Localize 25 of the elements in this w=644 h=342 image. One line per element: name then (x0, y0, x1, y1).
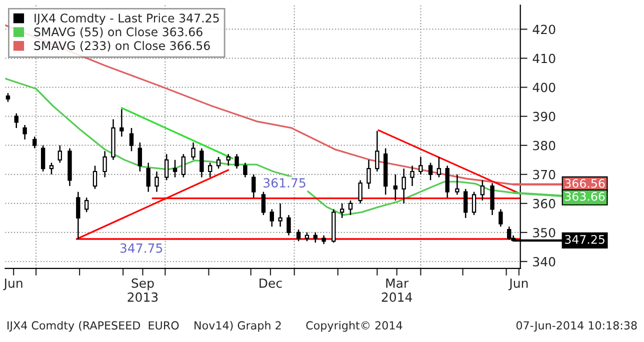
legend-label: SMAVG (55) on Close 363.66 (34, 27, 202, 38)
text: Copyright© 2014 (306, 320, 402, 332)
annotation: 361.75 (264, 178, 306, 188)
y-tick-label: 360 (533, 198, 556, 208)
y-tick-label: 420 (532, 24, 556, 34)
legend-label: IJX4 Comdty - Last Price 347.25 (34, 13, 219, 25)
text: IJX4 Comdty (RAPESEED EURO Nov14) Graph 2 (8, 320, 281, 332)
annotation: 366.56 (565, 178, 605, 188)
y-tick-label: 390 (533, 112, 556, 122)
x-tick-label: Sep 2013 (128, 278, 158, 302)
y-tick-label: 410 (532, 54, 556, 64)
x-tick-label: Mar 2014 (382, 278, 412, 302)
y-tick-label: 380 (533, 140, 556, 150)
text: 07-Jun-2014 10:18:38 (516, 321, 637, 332)
y-tick-label: 370 (533, 170, 556, 180)
annotation: 347.75 (120, 243, 162, 253)
annotation: 363.66 (565, 192, 605, 201)
x-tick-label: Dec (260, 278, 282, 288)
y-tick-label: 350 (533, 228, 556, 238)
y-tick-label: 400 (532, 82, 556, 92)
x-tick-label: Jun (3, 278, 22, 290)
y-tick-label: 340 (533, 256, 556, 266)
x-tick-label: Jun (508, 278, 528, 290)
legend-label: SMAVG (233) on Close 366.56 (34, 40, 210, 52)
text: 347.25 (565, 234, 604, 244)
